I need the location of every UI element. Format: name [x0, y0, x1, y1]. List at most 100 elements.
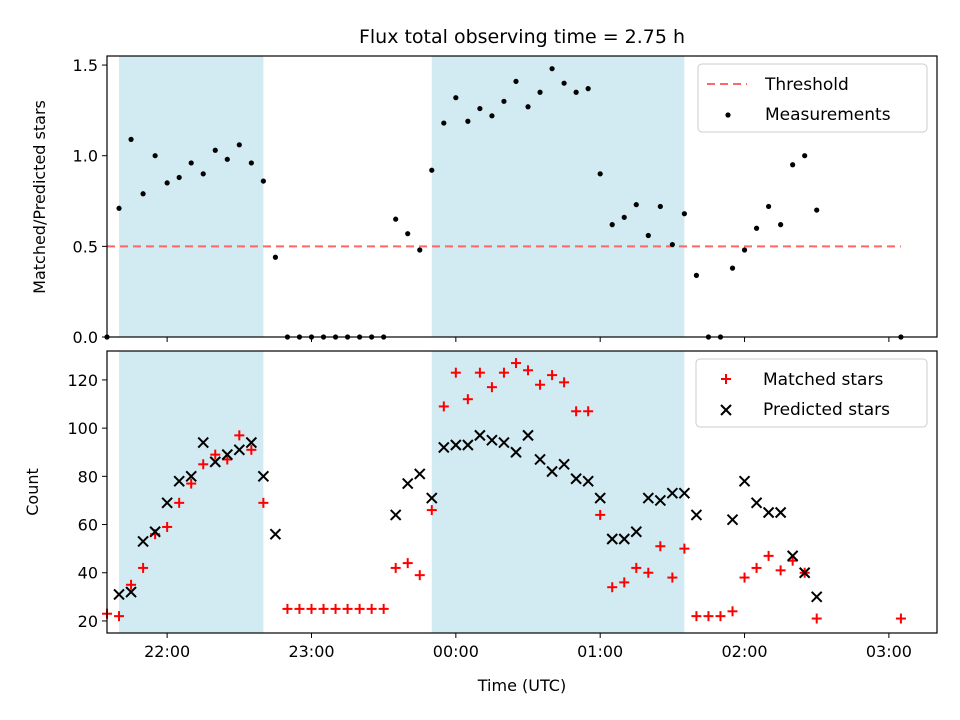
predicted-star-point: [498, 436, 510, 449]
marker-stroke: [498, 436, 510, 449]
count-panel-frame: [106, 350, 938, 634]
marker-stroke: [738, 475, 751, 487]
legend-matched-swatch: [721, 374, 731, 384]
marker-stroke: [582, 475, 594, 487]
marker-stroke: [522, 429, 534, 442]
matched-marker: [721, 374, 731, 384]
predicted-star-point: [245, 436, 258, 449]
matched-star-point: [450, 367, 461, 378]
measurement-point: [645, 232, 651, 239]
measurement-point: [525, 104, 531, 110]
marker-stroke: [762, 506, 775, 519]
legend-predicted-swatch: [720, 404, 732, 416]
predicted-star-point: [546, 465, 558, 478]
matched-star-point: [234, 430, 245, 441]
measurement-point: [765, 203, 772, 210]
legend-matched-label: Matched stars: [763, 370, 883, 390]
predicted-star-point: [486, 434, 498, 446]
matched-star-point: [619, 577, 630, 588]
marker-stroke: [438, 441, 450, 454]
count-panel-y-label: Count: [23, 468, 42, 516]
matched-star-point: [294, 603, 305, 614]
ratio-panel-y-ticks: 0.0 0.5 1.0 1.5: [73, 56, 107, 347]
x-tick-label: 22:00: [144, 642, 190, 661]
measurement-point: [212, 147, 218, 153]
marker-stroke: [678, 487, 691, 499]
matched-star-point: [198, 459, 209, 470]
measurement-point: [417, 247, 423, 253]
matched-star-point: [571, 406, 582, 417]
measurement-point: [633, 202, 639, 208]
predicted-star-point: [642, 492, 655, 504]
measurement-point: [224, 156, 230, 162]
measurement-point: [585, 86, 591, 92]
matched-star-point: [222, 454, 233, 465]
observing-window: [119, 56, 264, 337]
matched-star-point: [583, 406, 594, 417]
matched-star-point: [811, 613, 822, 624]
predicted-star-point: [750, 497, 763, 509]
measurement-point: [513, 78, 519, 84]
matched-star-point: [643, 567, 654, 578]
x-tick-label: 02:00: [721, 642, 767, 661]
predicted-star-point: [438, 441, 450, 454]
matched-star-point: [282, 603, 293, 614]
predicted-star-point: [125, 586, 137, 598]
predicted-star-point: [149, 526, 161, 538]
measurement-point: [657, 203, 663, 210]
marker-stroke: [209, 456, 221, 468]
measurement-point: [116, 205, 122, 211]
marker-stroke: [197, 436, 209, 449]
predicted-star-point: [811, 591, 823, 603]
predicted-star-point: [185, 470, 197, 483]
matched-star-point: [114, 611, 125, 622]
predicted-star-point: [786, 550, 799, 562]
matched-star-point: [342, 603, 353, 614]
predicted-star-point: [522, 429, 534, 442]
predicted-star-point: [606, 533, 618, 545]
marker-stroke: [570, 473, 582, 485]
matched-star-point: [414, 570, 425, 581]
marker-stroke: [630, 526, 642, 538]
marker-stroke: [245, 436, 258, 449]
marker-stroke: [389, 509, 402, 521]
x-tick-label: 00:00: [433, 642, 479, 661]
measurement-point: [681, 211, 687, 217]
marker-stroke: [798, 567, 811, 579]
matched-star-point: [126, 579, 137, 590]
y-tick-label: 120: [67, 371, 98, 390]
marker-stroke: [594, 492, 606, 504]
predicted-star-point: [221, 448, 233, 461]
matched-star-point: [318, 603, 329, 614]
legend-measurements-label: Measurements: [765, 105, 891, 125]
measurement-point: [260, 178, 266, 184]
matched-star-point: [703, 611, 714, 622]
predicted-star-point: [510, 446, 522, 458]
marker-stroke: [149, 526, 161, 538]
marker-stroke: [161, 497, 173, 509]
predicted-star-point: [269, 528, 282, 540]
marker-stroke: [811, 591, 823, 603]
y-tick-label: 1.5: [73, 56, 98, 75]
marker-stroke: [233, 444, 246, 456]
predicted-marker: [720, 404, 732, 416]
marker-stroke: [462, 439, 474, 451]
predicted-star-point: [450, 439, 462, 451]
measurement-point: [236, 142, 242, 148]
matched-star-point: [727, 606, 738, 617]
y-tick-label: 1.0: [73, 147, 98, 166]
top-shaded-intervals: [119, 56, 685, 337]
matched-star-point: [775, 565, 786, 576]
marker-stroke: [402, 477, 414, 490]
measurement-point: [729, 265, 736, 271]
measurement-point: [453, 95, 459, 101]
predicted-star-point: [690, 509, 703, 521]
matched-star-point: [378, 603, 389, 614]
predicted-star-point: [173, 475, 185, 487]
marker-stroke: [173, 475, 185, 487]
legend-threshold-label: Threshold: [764, 75, 849, 95]
measurement-point: [248, 160, 254, 166]
y-tick-label: 80: [78, 467, 98, 486]
marker-stroke: [486, 434, 498, 446]
